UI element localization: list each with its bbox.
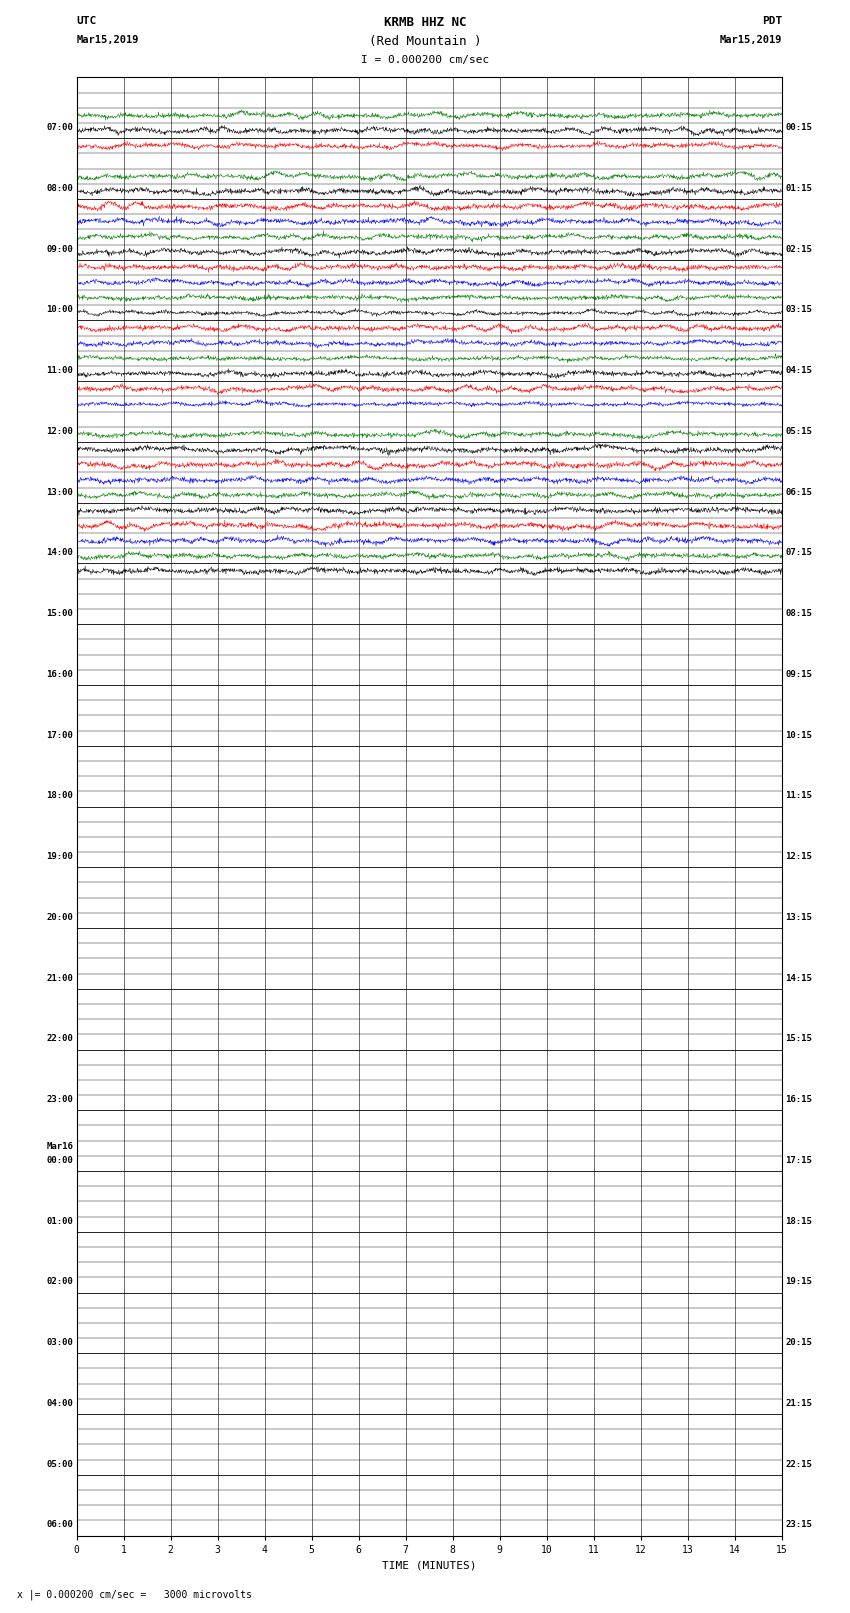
- Text: 11:15: 11:15: [785, 792, 813, 800]
- Text: 08:15: 08:15: [785, 610, 813, 618]
- Text: 19:00: 19:00: [46, 852, 73, 861]
- Text: 09:00: 09:00: [46, 245, 73, 253]
- Text: 04:00: 04:00: [46, 1398, 73, 1408]
- Text: 18:00: 18:00: [46, 792, 73, 800]
- Text: 01:15: 01:15: [785, 184, 813, 192]
- X-axis label: TIME (MINUTES): TIME (MINUTES): [382, 1560, 477, 1569]
- Text: 11:00: 11:00: [46, 366, 73, 374]
- Text: 00:15: 00:15: [785, 123, 813, 132]
- Text: 20:00: 20:00: [46, 913, 73, 921]
- Text: 14:00: 14:00: [46, 548, 73, 556]
- Text: 14:15: 14:15: [785, 974, 813, 982]
- Text: 12:00: 12:00: [46, 427, 73, 436]
- Text: 23:15: 23:15: [785, 1521, 813, 1529]
- Text: I = 0.000200 cm/sec: I = 0.000200 cm/sec: [361, 55, 489, 65]
- Text: 07:00: 07:00: [46, 123, 73, 132]
- Text: Mar15,2019: Mar15,2019: [719, 35, 782, 45]
- Text: 17:00: 17:00: [46, 731, 73, 739]
- Text: 15:15: 15:15: [785, 1034, 813, 1044]
- Text: 22:00: 22:00: [46, 1034, 73, 1044]
- Text: 06:15: 06:15: [785, 487, 813, 497]
- Text: 20:15: 20:15: [785, 1339, 813, 1347]
- Text: PDT: PDT: [762, 16, 782, 26]
- Text: Mar15,2019: Mar15,2019: [76, 35, 139, 45]
- Text: 15:00: 15:00: [46, 610, 73, 618]
- Text: 03:00: 03:00: [46, 1339, 73, 1347]
- Text: 12:15: 12:15: [785, 852, 813, 861]
- Text: 16:15: 16:15: [785, 1095, 813, 1103]
- Text: 05:00: 05:00: [46, 1460, 73, 1468]
- Text: 00:00: 00:00: [46, 1157, 73, 1165]
- Text: 21:00: 21:00: [46, 974, 73, 982]
- Text: 06:00: 06:00: [46, 1521, 73, 1529]
- Text: 09:15: 09:15: [785, 669, 813, 679]
- Text: 13:15: 13:15: [785, 913, 813, 921]
- Text: 05:15: 05:15: [785, 427, 813, 436]
- Text: 02:00: 02:00: [46, 1277, 73, 1286]
- Text: UTC: UTC: [76, 16, 97, 26]
- Text: 04:15: 04:15: [785, 366, 813, 374]
- Text: 18:15: 18:15: [785, 1216, 813, 1226]
- Text: 13:00: 13:00: [46, 487, 73, 497]
- Text: 17:15: 17:15: [785, 1157, 813, 1165]
- Text: 16:00: 16:00: [46, 669, 73, 679]
- Text: 07:15: 07:15: [785, 548, 813, 556]
- Text: 23:00: 23:00: [46, 1095, 73, 1103]
- Text: 10:00: 10:00: [46, 305, 73, 315]
- Text: 02:15: 02:15: [785, 245, 813, 253]
- Text: 03:15: 03:15: [785, 305, 813, 315]
- Text: 19:15: 19:15: [785, 1277, 813, 1286]
- Text: Mar16: Mar16: [46, 1142, 73, 1152]
- Text: 01:00: 01:00: [46, 1216, 73, 1226]
- Text: 22:15: 22:15: [785, 1460, 813, 1468]
- Text: 10:15: 10:15: [785, 731, 813, 739]
- Text: 08:00: 08:00: [46, 184, 73, 192]
- Text: KRMB HHZ NC: KRMB HHZ NC: [383, 16, 467, 29]
- Text: x |= 0.000200 cm/sec =   3000 microvolts: x |= 0.000200 cm/sec = 3000 microvolts: [17, 1589, 252, 1600]
- Text: (Red Mountain ): (Red Mountain ): [369, 35, 481, 48]
- Text: 21:15: 21:15: [785, 1398, 813, 1408]
